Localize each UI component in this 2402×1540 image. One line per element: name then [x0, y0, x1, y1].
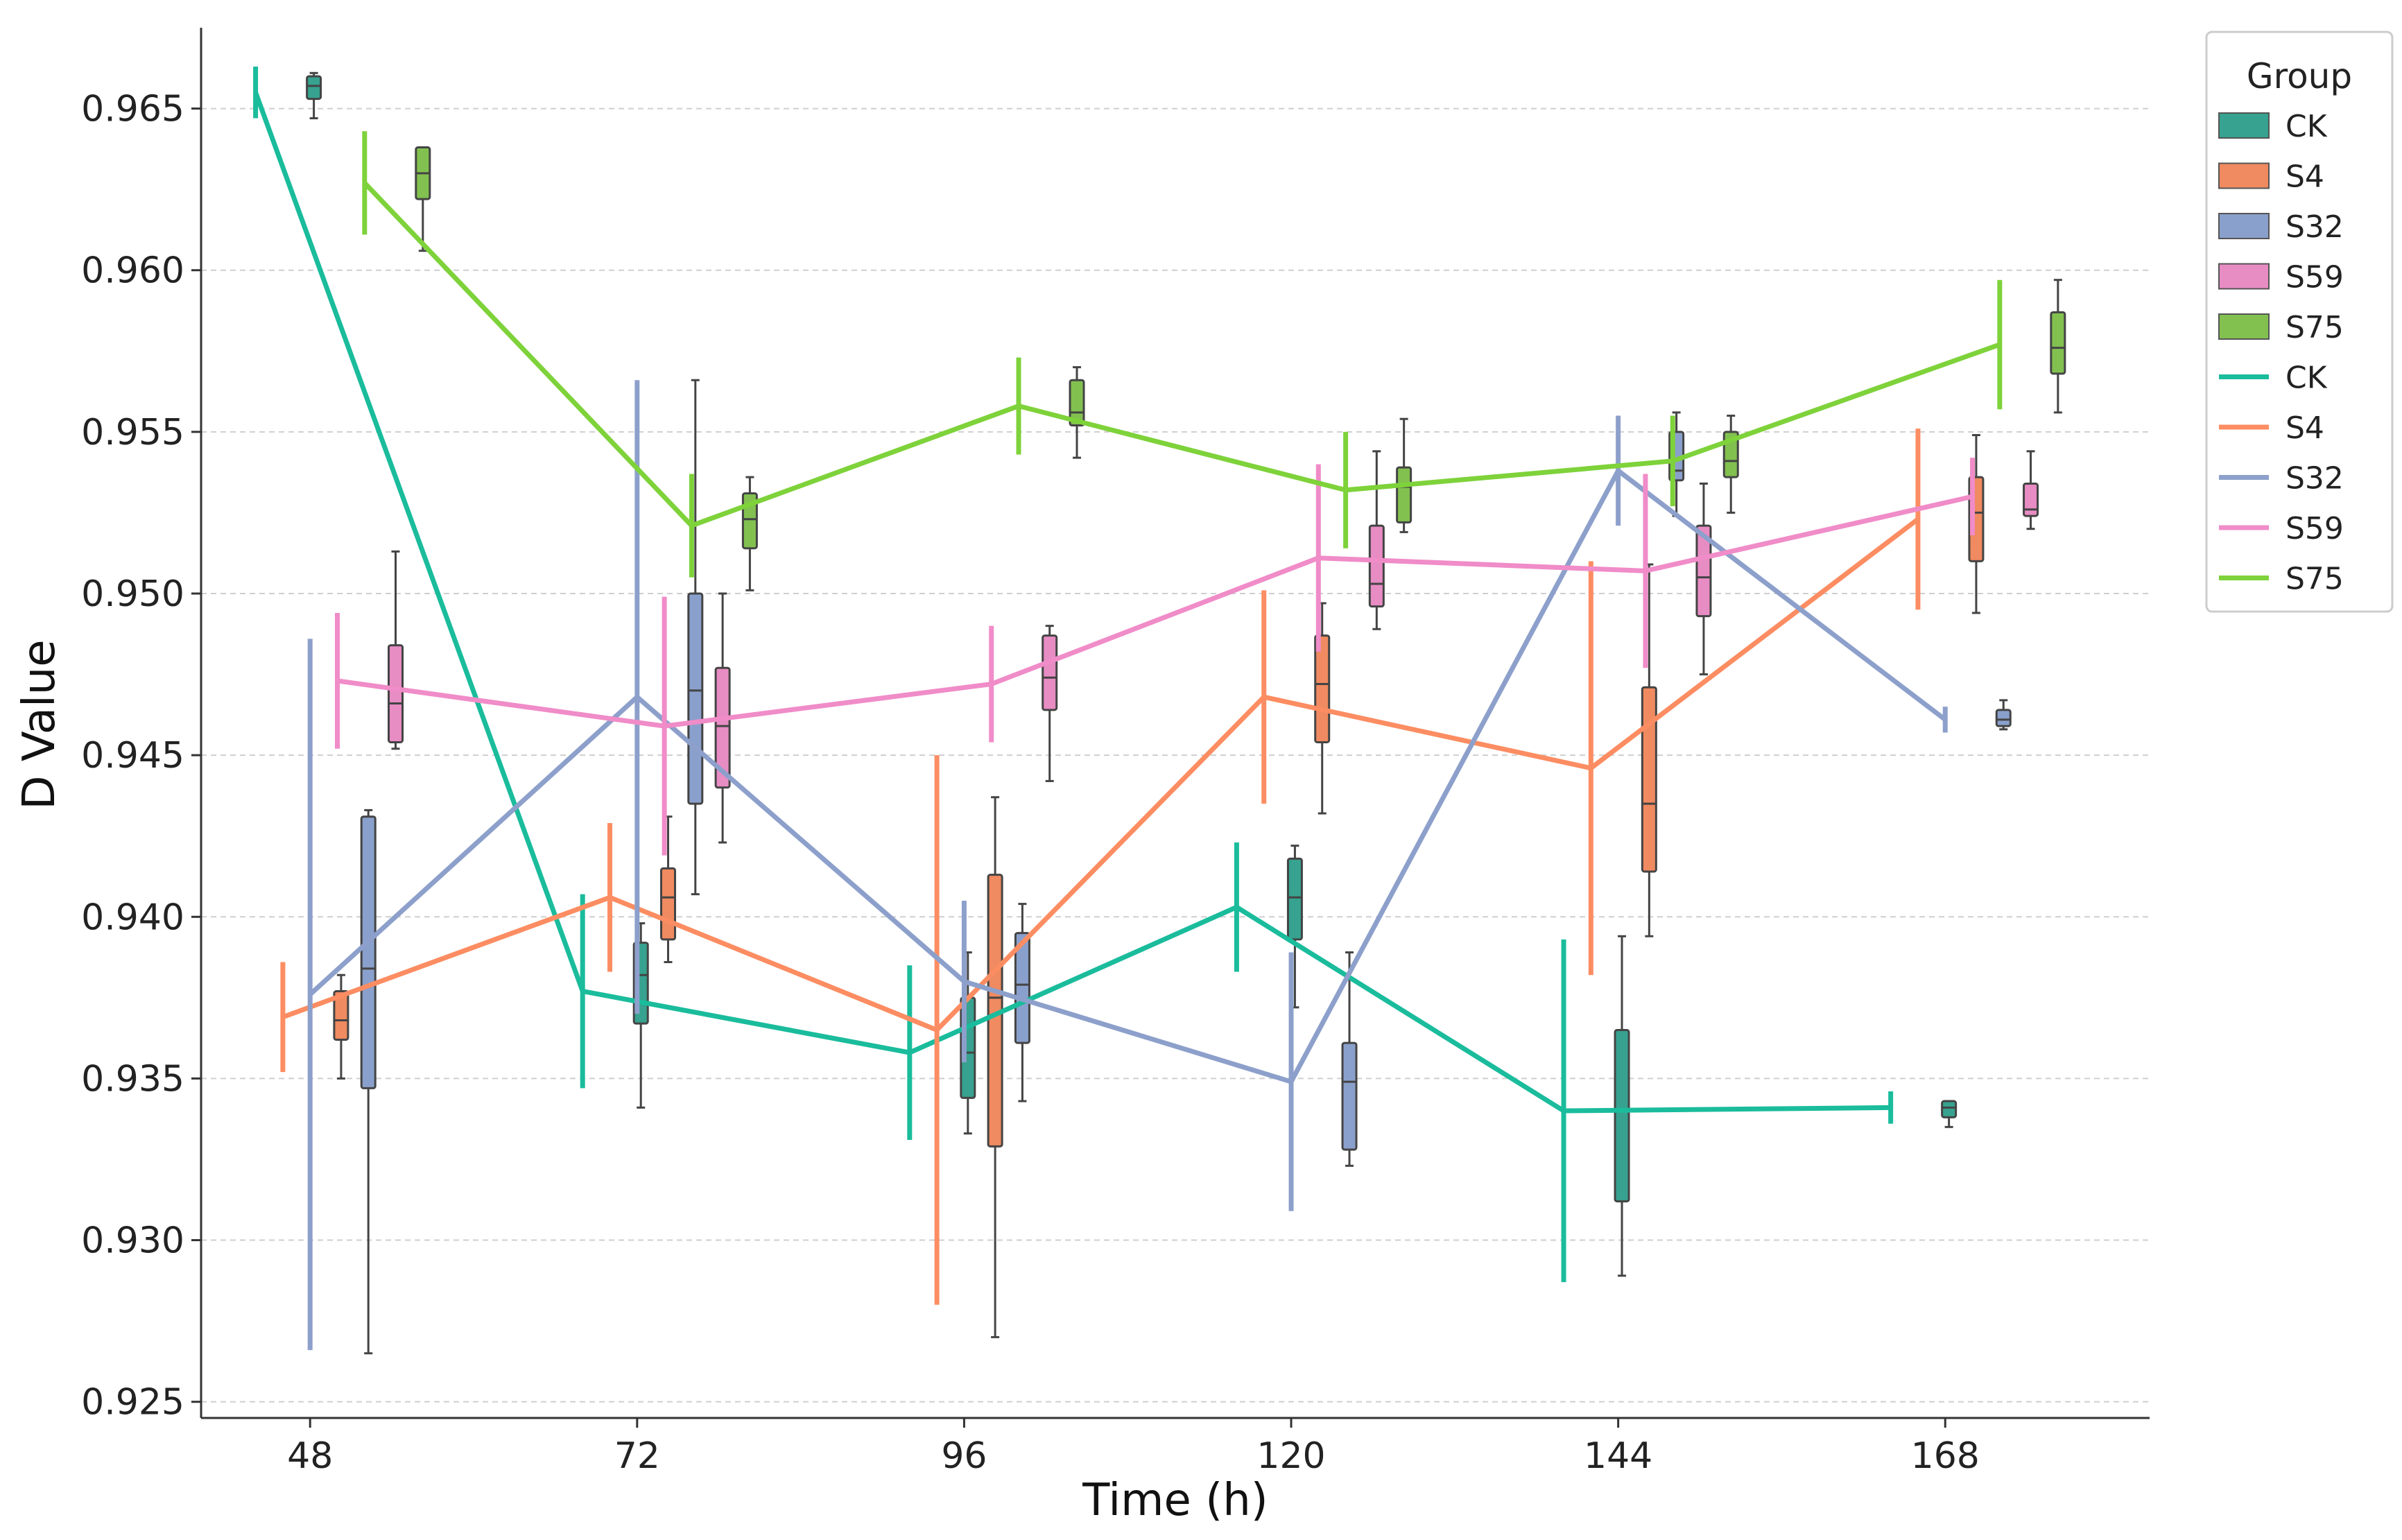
box-s59: [1695, 524, 1712, 618]
line-series: [253, 66, 2003, 1351]
box-s59: [388, 644, 404, 743]
legend-box-swatch-s4: [2218, 162, 2270, 189]
axes: [200, 28, 2150, 1419]
x-tick-label: 96: [941, 1435, 987, 1477]
x-tick-label: 120: [1256, 1435, 1325, 1477]
box-s75: [1069, 379, 1085, 427]
line-ck: [253, 92, 1891, 1114]
y-tick-label: 0.925: [81, 1382, 184, 1424]
legend-box-swatch-s75: [2218, 313, 2270, 340]
y-tick-label: 0.955: [81, 412, 184, 453]
legend-line-label: CK: [2286, 361, 2328, 396]
y-tick-label: 0.945: [81, 735, 184, 777]
box-s59: [1368, 524, 1385, 608]
box-s4: [660, 867, 677, 941]
box-ck: [1614, 1028, 1630, 1203]
x-tick-label: 144: [1584, 1435, 1652, 1477]
box-s59: [714, 666, 731, 789]
y-tick-label: 0.960: [81, 250, 184, 292]
box-s59: [1042, 634, 1058, 711]
box-plots: [306, 71, 2066, 1355]
box-s4: [1641, 686, 1657, 873]
line-s59: [337, 494, 1973, 729]
y-tick-label: 0.940: [81, 897, 184, 938]
x-tick-label: 48: [287, 1435, 333, 1477]
y-tick-label: 0.950: [81, 573, 184, 615]
line-s75: [363, 181, 2001, 528]
y-tick-label: 0.930: [81, 1220, 184, 1262]
box-ck: [1941, 1100, 1958, 1118]
y-axis-title: D Value: [14, 639, 65, 809]
legend-box-label: S32: [2286, 209, 2344, 245]
y-ticks: 0.925 0.930 0.935 0.940 0.945 0.950 0.955 0.960…: [81, 89, 201, 1424]
y-tick-label: 0.935: [81, 1058, 184, 1100]
box-ck: [306, 75, 322, 101]
grid: [201, 107, 2150, 1403]
box-s32: [1995, 709, 2012, 727]
y-tick-label: 0.965: [81, 89, 184, 130]
x-ticks: 48 72 96 120 144 168: [287, 1418, 1980, 1477]
box-s4: [333, 990, 349, 1041]
legend-box-swatch-s59: [2218, 263, 2270, 290]
legend-box-label: S4: [2286, 159, 2324, 195]
legend-box-swatch-s32: [2218, 213, 2270, 239]
box-s75: [1396, 466, 1412, 524]
legend-line-label: S59: [2286, 511, 2344, 546]
box-s32: [360, 815, 377, 1089]
box-s32: [1014, 932, 1030, 1044]
box-s32: [1341, 1041, 1358, 1151]
legend-title: Group: [2247, 56, 2352, 96]
box-ck: [1286, 857, 1303, 941]
box-s75: [2050, 311, 2066, 375]
line-s4: [282, 517, 1920, 1032]
box-s59: [2023, 482, 2039, 517]
legend-box-swatch-ck: [2218, 112, 2270, 139]
x-tick-label: 168: [1911, 1435, 1980, 1477]
x-tick-label: 72: [614, 1435, 660, 1477]
legend-line-label: S4: [2286, 410, 2324, 446]
legend-box-label: CK: [2286, 109, 2328, 144]
legend-line-label: S75: [2286, 562, 2344, 597]
legend: Group CK S4 S32 S59 S75 CK S4 S32 S59 S75: [2205, 31, 2394, 613]
box-s4: [1314, 634, 1331, 743]
legend-box-label: S59: [2286, 260, 2344, 295]
legend-box-label: S75: [2286, 310, 2344, 345]
line-s32: [308, 468, 1947, 1084]
box-s32: [687, 592, 704, 805]
legend-line-label: S32: [2286, 461, 2344, 496]
x-axis-title: Time (h): [1082, 1475, 1268, 1526]
